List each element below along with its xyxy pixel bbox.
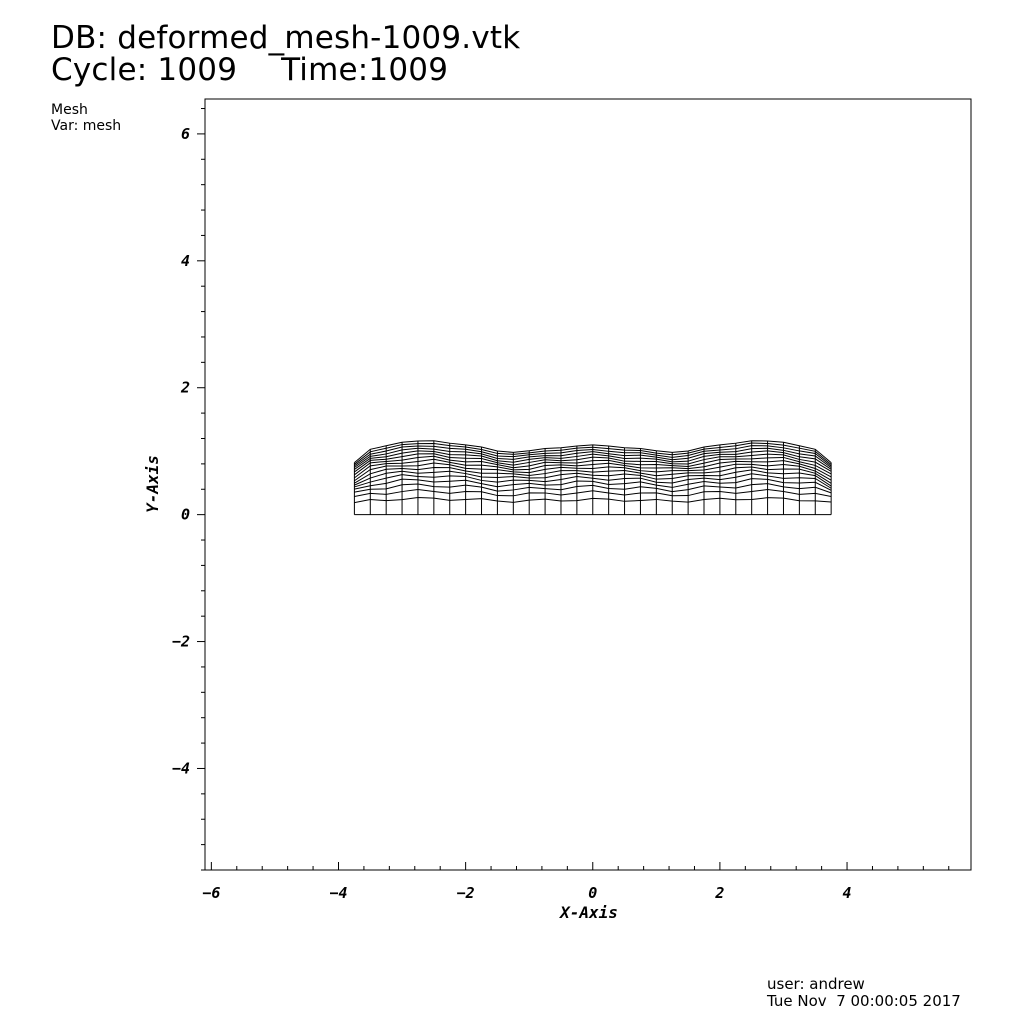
deformed-mesh — [353, 440, 832, 516]
y-tick-label: 6 — [181, 125, 190, 143]
user-label: user: andrew — [767, 975, 865, 993]
y-tick-label: −4 — [172, 759, 190, 777]
x-tick-label: −6 — [202, 884, 220, 902]
plot-type-label: Mesh — [51, 102, 88, 118]
plot-variable-label: Var: mesh — [51, 118, 122, 134]
date-label: Tue Nov 7 00:00:05 2017 — [767, 992, 961, 1010]
x-tick-label: 0 — [588, 884, 597, 902]
plot-frame — [204, 98, 972, 871]
y-axis-title: Y-Axis — [143, 455, 162, 513]
cycle-time-line: Cycle: 1009 Time:1009 — [51, 54, 448, 86]
database-title: DB: deformed_mesh-1009.vtk — [51, 20, 521, 56]
x-axis-ticks: −6 −4 −2 0 2 4 — [202, 862, 950, 902]
x-tick-label: 4 — [843, 884, 852, 902]
time-label: Time:1009 — [281, 52, 449, 88]
cycle-label: Cycle: 1009 — [51, 52, 238, 88]
x-tick-label: −4 — [329, 884, 347, 902]
y-tick-label: 0 — [181, 506, 190, 524]
x-axis-title: X-Axis — [558, 903, 618, 922]
y-tick-label: −2 — [172, 633, 190, 651]
x-tick-label: 2 — [714, 884, 724, 902]
y-tick-label: 2 — [180, 379, 190, 397]
y-axis-ticks: −4 −2 0 2 4 6 — [172, 108, 205, 871]
x-tick-label: −2 — [457, 884, 475, 902]
y-tick-label: 4 — [181, 252, 190, 270]
